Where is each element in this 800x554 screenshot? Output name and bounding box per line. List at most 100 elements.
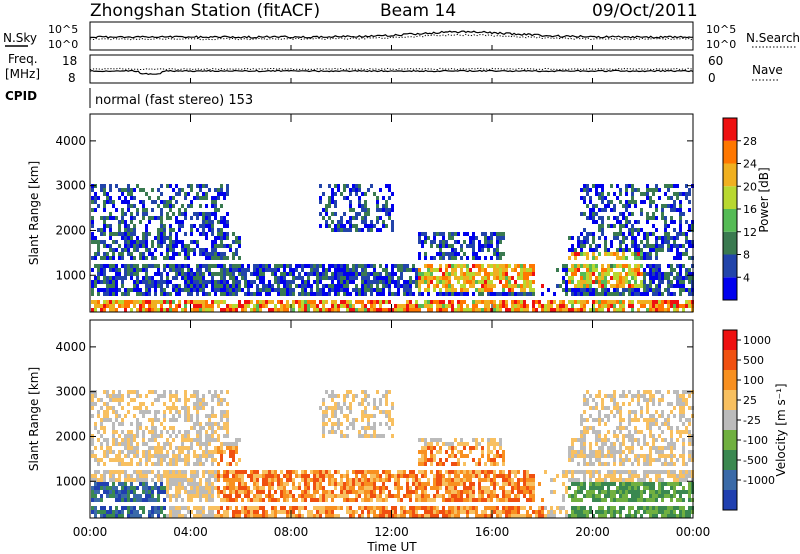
- power-cell: [139, 188, 142, 192]
- power-cell: [520, 264, 523, 268]
- power-cell: [670, 220, 673, 224]
- velocity-cell: [97, 490, 100, 494]
- velocity-cell: [229, 470, 232, 474]
- velocity-cell: [214, 458, 217, 462]
- velocity-cell: [178, 482, 181, 486]
- power-cell: [106, 216, 109, 220]
- power-cell: [112, 252, 115, 256]
- power-cell: [190, 308, 193, 312]
- velocity-cell: [442, 494, 445, 498]
- power-cell: [637, 272, 640, 276]
- power-cell: [523, 300, 526, 304]
- velocity-cell: [211, 490, 214, 494]
- power-cell: [622, 264, 625, 268]
- power-cell: [262, 280, 265, 284]
- velocity-cell: [196, 494, 199, 498]
- power-cell: [379, 308, 382, 312]
- power-cell: [151, 304, 154, 308]
- velocity-cell: [592, 454, 595, 458]
- velocity-cell: [361, 434, 364, 438]
- power-cell: [145, 292, 148, 296]
- velocity-cell: [184, 506, 187, 510]
- power-cell: [223, 220, 226, 224]
- power-cell: [604, 252, 607, 256]
- velocity-cell: [148, 470, 151, 474]
- power-cell: [262, 300, 265, 304]
- velocity-cell: [313, 490, 316, 494]
- power-cell: [400, 268, 403, 272]
- power-cell: [643, 256, 646, 260]
- power-cell: [247, 300, 250, 304]
- velocity-cell: [583, 450, 586, 454]
- power-cell: [151, 252, 154, 256]
- velocity-cell: [337, 426, 340, 430]
- velocity-cell: [103, 390, 106, 394]
- power-cell: [382, 288, 385, 292]
- power-cell: [493, 292, 496, 296]
- power-cell: [109, 256, 112, 260]
- velocity-cell: [325, 490, 328, 494]
- power-cell: [148, 248, 151, 252]
- power-cell: [295, 264, 298, 268]
- velocity-cell: [163, 418, 166, 422]
- velocity-cell: [217, 506, 220, 510]
- power-cell: [451, 232, 454, 236]
- velocity-cell: [97, 458, 100, 462]
- power-cell: [514, 300, 517, 304]
- velocity-cell: [343, 474, 346, 478]
- velocity-cell: [115, 398, 118, 402]
- power-cell: [109, 308, 112, 312]
- power-cell: [625, 184, 628, 188]
- power-cell: [442, 300, 445, 304]
- velocity-cell: [511, 498, 514, 502]
- power-cell: [187, 272, 190, 276]
- velocity-cell: [166, 442, 169, 446]
- velocity-cell: [433, 458, 436, 462]
- power-cell: [232, 240, 235, 244]
- velocity-cell: [310, 478, 313, 482]
- power-cell: [442, 256, 445, 260]
- velocity-cell: [112, 478, 115, 482]
- velocity-cell: [268, 498, 271, 502]
- velocity-cell: [292, 482, 295, 486]
- power-cell: [505, 304, 508, 308]
- velocity-cell: [151, 462, 154, 466]
- power-cell: [595, 280, 598, 284]
- velocity-cell: [175, 490, 178, 494]
- power-cell: [208, 280, 211, 284]
- power-cell: [223, 252, 226, 256]
- power-cell: [424, 236, 427, 240]
- velocity-cell: [490, 494, 493, 498]
- power-cell: [484, 244, 487, 248]
- power-cell: [517, 264, 520, 268]
- power-cell: [232, 276, 235, 280]
- power-cell: [343, 224, 346, 228]
- velocity-cell: [487, 478, 490, 482]
- power-cell: [673, 208, 676, 212]
- power-cell: [223, 236, 226, 240]
- velocity-cell: [178, 486, 181, 490]
- power-cell: [391, 280, 394, 284]
- power-cell: [259, 292, 262, 296]
- power-cell: [631, 292, 634, 296]
- power-cell: [274, 268, 277, 272]
- power-cell: [109, 224, 112, 228]
- power-cell: [439, 292, 442, 296]
- power-cell: [361, 204, 364, 208]
- velocity-cell: [199, 514, 202, 518]
- power-cell: [664, 220, 667, 224]
- velocity-cell: [505, 482, 508, 486]
- power-cell: [169, 204, 172, 208]
- velocity-cell: [124, 434, 127, 438]
- power-cbar-tick: 16: [743, 203, 757, 216]
- velocity-cell: [574, 454, 577, 458]
- velocity-cell: [217, 462, 220, 466]
- power-cell: [601, 208, 604, 212]
- power-cell: [463, 292, 466, 296]
- power-cell: [223, 216, 226, 220]
- velocity-cell: [448, 498, 451, 502]
- velocity-cell: [115, 454, 118, 458]
- velocity-cell: [388, 510, 391, 514]
- velocity-cell: [151, 454, 154, 458]
- power-cell: [685, 272, 688, 276]
